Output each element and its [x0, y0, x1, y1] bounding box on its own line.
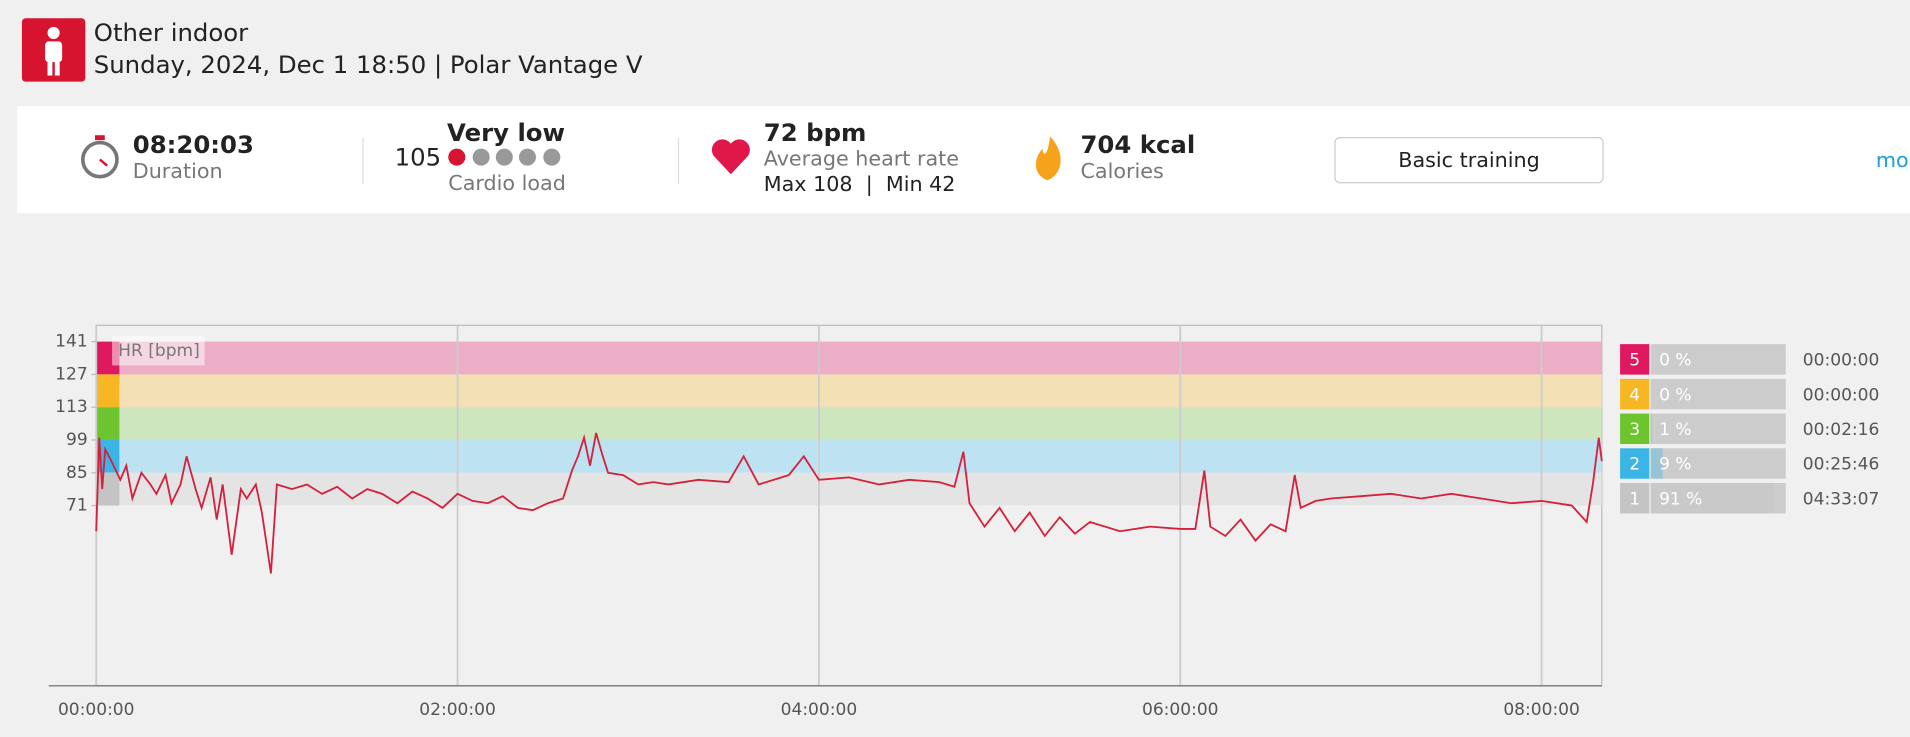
zone-bar [1650, 413, 1652, 445]
zone-band [96, 439, 1602, 473]
zone-bar [1650, 448, 1663, 479]
basic-training-button[interactable] [1334, 137, 1604, 184]
duration: 08:20:03 [133, 130, 254, 159]
y-label-box [112, 336, 205, 366]
hr-chart: 00:00:00 02:00:00 04:00:00 06:00:00 08:00:00… [48, 324, 1880, 720]
zone-bar-bg [1650, 378, 1786, 410]
cardio-value: 105 [395, 142, 442, 171]
more-link[interactable]: more [1876, 148, 1910, 172]
y-tick-label: 71 [66, 496, 88, 516]
x-tick-label: 00:00:00 [58, 700, 135, 720]
hr-maxmin: Max 108 | Min 42 [764, 172, 956, 197]
zone-number: 5 [1629, 351, 1640, 371]
zone-percent: 9 % [1659, 455, 1691, 475]
zone-marker [96, 472, 120, 506]
duration-label: Duration [133, 159, 223, 183]
zone-time: 00:02:16 [1803, 420, 1880, 440]
zone-swatch [1620, 483, 1650, 514]
zone-swatch [1620, 448, 1650, 479]
zone-percent: 1 % [1659, 420, 1691, 440]
zone-time: 00:25:46 [1803, 455, 1880, 475]
zone-swatch [1620, 413, 1650, 445]
heart-icon [711, 139, 750, 175]
cardio-status: Very low [447, 118, 565, 147]
zone-percent: 91 % [1659, 489, 1702, 509]
x-tick-label: 08:00:00 [1503, 700, 1580, 720]
y-tick-label: 99 [66, 430, 88, 450]
zone-bar [1650, 483, 1774, 514]
person-icon [45, 26, 63, 76]
zone-number: 1 [1629, 489, 1640, 509]
y-tick-label: 85 [66, 463, 88, 483]
calories-label: Calories [1080, 159, 1163, 183]
y-tick-label: 127 [55, 364, 88, 384]
zone-band [96, 407, 1602, 440]
hr-line [95, 432, 1603, 574]
calories: 704 kcal [1080, 130, 1195, 159]
cardio-label: Cardio load [448, 171, 566, 195]
zone-band [96, 341, 1602, 375]
zone-marker [96, 407, 120, 440]
zone-time: 00:00:00 [1803, 385, 1880, 405]
hr-label: Average heart rate [764, 147, 959, 171]
cardio-dots [448, 148, 561, 166]
zone-bar-bg [1650, 483, 1786, 514]
zone-number: 2 [1629, 455, 1640, 475]
zone-bar-bg [1650, 344, 1786, 375]
zone-number: 4 [1629, 385, 1640, 405]
zone-swatch [1620, 378, 1650, 410]
x-tick-label: 02:00:00 [419, 700, 496, 720]
x-tick-label: 04:00:00 [781, 700, 858, 720]
zone-time: 00:00:00 [1803, 351, 1880, 371]
y-tick-label: 113 [55, 397, 88, 417]
x-tick-label: 06:00:00 [1142, 700, 1219, 720]
zone-number: 3 [1629, 420, 1640, 440]
summary-panel [17, 105, 1910, 214]
zone-bar-bg [1650, 448, 1786, 479]
zone-marker [96, 374, 120, 408]
zone-bar-bg [1650, 413, 1786, 445]
zone-percent: 0 % [1659, 385, 1691, 405]
zone-band [96, 374, 1602, 408]
zone-time: 04:33:07 [1803, 489, 1880, 509]
title: Other indoor [94, 18, 249, 47]
subtitle: Sunday, 2024, Dec 1 18:50 | Polar Vantag… [94, 50, 643, 79]
button-label[interactable]: Basic training [1398, 148, 1540, 172]
hr-average: 72 bpm [764, 118, 867, 147]
zone-percent: 0 % [1659, 351, 1691, 371]
zone-swatch [1620, 344, 1650, 375]
y-tick-label: 141 [55, 332, 88, 352]
flame-icon [1035, 136, 1061, 181]
stopwatch-icon [81, 135, 119, 179]
y-axis-label: HR [bpm] [118, 341, 200, 361]
